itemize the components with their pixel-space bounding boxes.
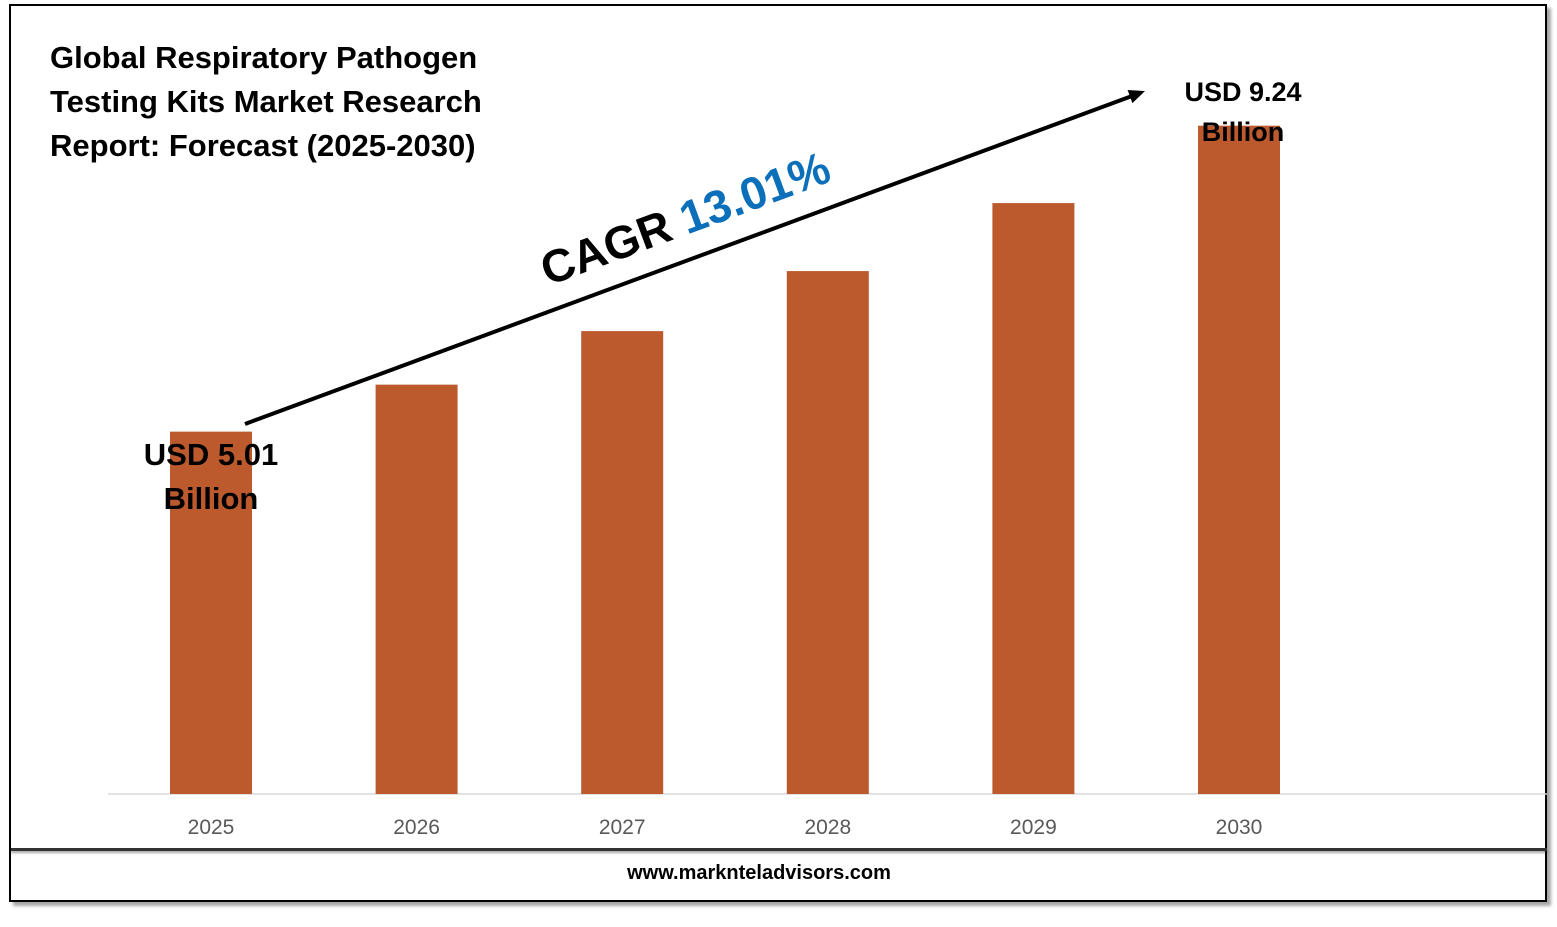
chart-frame bbox=[9, 4, 1547, 902]
bar-2027 bbox=[581, 331, 664, 794]
cagr-value: 13.01% bbox=[672, 141, 836, 244]
x-tick-label-2026: 2026 bbox=[393, 816, 440, 839]
x-tick-label-2028: 2028 bbox=[804, 816, 851, 839]
cagr-arrowhead bbox=[1127, 89, 1145, 104]
bars-group bbox=[170, 125, 1280, 795]
bar-2030 bbox=[1198, 125, 1280, 795]
bar-2025 bbox=[170, 431, 252, 794]
end-value-label: USD 9.24 Billion bbox=[1184, 77, 1301, 147]
cagr-arrow bbox=[244, 94, 1133, 426]
x-tick-label-2030: 2030 bbox=[1216, 816, 1263, 839]
bar-2028 bbox=[786, 271, 869, 794]
footer-divider bbox=[11, 848, 1547, 851]
chart-title: Global Respiratory Pathogen Testing Kits… bbox=[50, 40, 482, 163]
bar-2026 bbox=[375, 384, 458, 794]
x-tick-label-2027: 2027 bbox=[599, 816, 646, 839]
annotations: CAGR 13.01% USD 5.01 Billion USD 9.24 Bill… bbox=[144, 77, 1302, 516]
x-tick-labels: 2025 2026 2027 2028 2029 2030 bbox=[188, 816, 1263, 839]
bar-2029 bbox=[992, 203, 1075, 794]
footer-website[interactable]: www.marknteladvisors.com bbox=[627, 862, 891, 884]
x-tick-label-2025: 2025 bbox=[188, 816, 235, 839]
cagr-prefix: CAGR bbox=[533, 195, 690, 295]
x-tick-label-2029: 2029 bbox=[1010, 816, 1057, 839]
start-value-label: USD 5.01 Billion bbox=[144, 437, 278, 516]
